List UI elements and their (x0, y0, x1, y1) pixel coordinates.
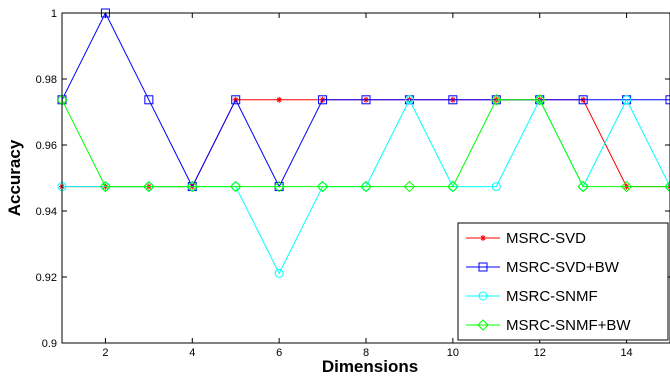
y-axis-title: Accuracy (5, 139, 24, 216)
legend-item: MSRC-SNMF (466, 288, 598, 305)
data-point (491, 182, 501, 192)
data-point (578, 95, 588, 105)
data-point (664, 180, 670, 193)
legend-item: MSRC-SNMF+BW (466, 317, 631, 334)
y-tick-label: 0.9 (42, 338, 57, 350)
data-point (361, 95, 371, 105)
x-tick-label: 4 (189, 347, 195, 359)
plot-series (57, 8, 670, 278)
x-axis-title: Dimensions (322, 357, 418, 376)
legend-marker (477, 319, 489, 331)
y-tick-label: 0.98 (36, 74, 57, 86)
data-point (622, 95, 632, 105)
x-tick-label: 2 (102, 347, 108, 359)
data-point (143, 180, 155, 193)
data-point (276, 96, 283, 103)
data-point (273, 180, 285, 193)
x-tick-label: 12 (534, 347, 546, 359)
legend-label: MSRC-SNMF+BW (506, 317, 631, 334)
legend-marker (478, 291, 488, 301)
y-tick-label: 0.96 (36, 140, 57, 152)
data-point (577, 180, 589, 193)
legend-label: MSRC-SNMF (506, 288, 598, 305)
data-point (490, 94, 502, 106)
y-tick-label: 1 (51, 8, 57, 20)
data-point (620, 180, 633, 193)
legend-label: MSRC-SVD+BW (506, 259, 620, 276)
legend-marker (478, 262, 488, 272)
data-point (403, 180, 416, 193)
data-point (447, 180, 459, 193)
x-tick-label: 10 (447, 347, 459, 359)
x-tick-label: 8 (363, 347, 369, 359)
legend: MSRC-SVD MSRC-SVD+BW MSRC-SNMF MSRC-SNMF+BW (457, 222, 669, 341)
data-point (448, 95, 458, 105)
series-msrc-snmf-bw (57, 94, 670, 193)
data-point (318, 95, 328, 105)
data-point (274, 268, 284, 278)
legend-item: MSRC-SVD (466, 230, 586, 247)
series-line (61, 11, 670, 188)
data-point (404, 95, 414, 105)
legend-item: MSRC-SVD+BW (466, 259, 620, 276)
data-point (316, 180, 329, 193)
data-point (186, 180, 198, 193)
axis-ticks: 2 4 6 8 10 12 14 0.9 0.92 0.94 0.96 0.98 1 (36, 8, 670, 359)
series-msrc-svd-bw (57, 8, 670, 192)
data-point (534, 94, 546, 106)
plot-frame (61, 12, 670, 344)
data-point (231, 95, 241, 105)
data-point (360, 180, 372, 193)
y-tick-label: 0.92 (36, 272, 57, 284)
data-point (665, 95, 670, 105)
series-line (61, 99, 670, 188)
legend-box (457, 222, 669, 341)
legend-label: MSRC-SVD (506, 230, 586, 247)
x-tick-label: 6 (276, 347, 282, 359)
data-point (144, 95, 154, 105)
x-tick-label: 14 (620, 347, 632, 359)
y-tick-label: 0.94 (36, 206, 57, 218)
legend-marker (480, 235, 486, 241)
data-point (230, 180, 242, 193)
data-point (99, 180, 112, 193)
